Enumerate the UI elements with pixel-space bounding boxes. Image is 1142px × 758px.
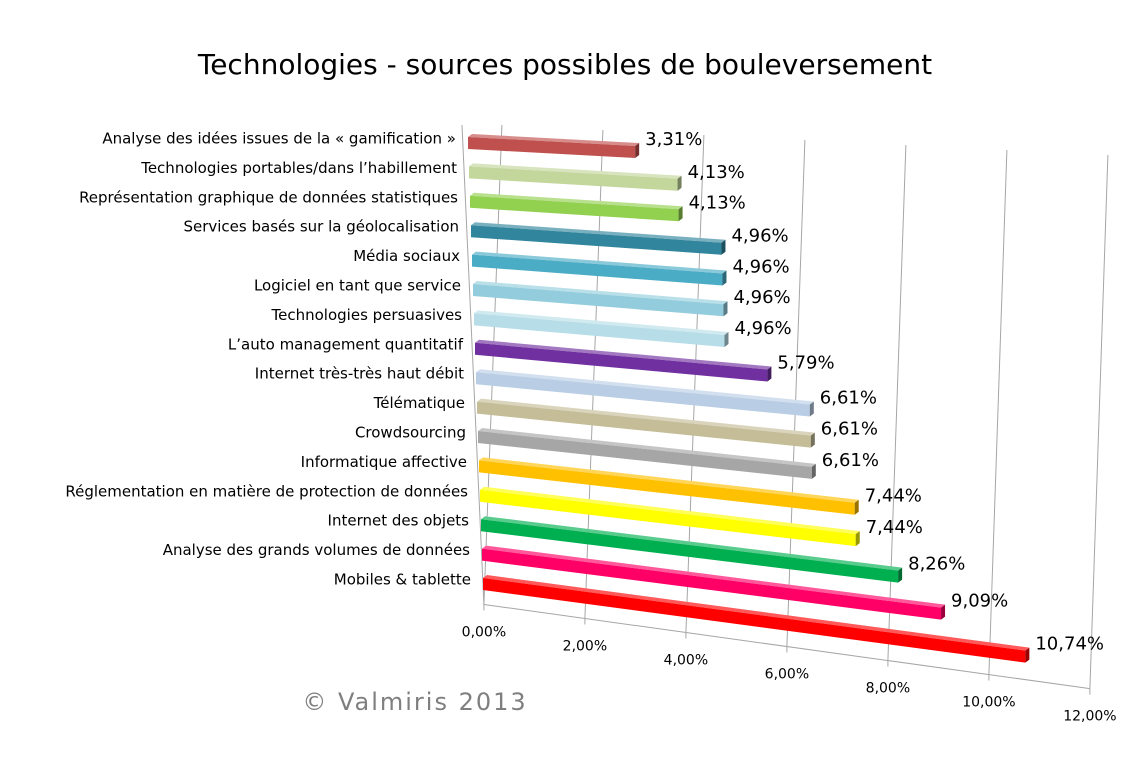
x-tick-label: 12,00% [1063, 709, 1116, 725]
bar [474, 313, 725, 347]
value-label: 4,96% [733, 287, 790, 308]
bar-top [468, 134, 640, 147]
bar-top [475, 339, 772, 370]
bar-top [480, 486, 860, 535]
value-label: 4,96% [734, 318, 791, 339]
bar-end [855, 531, 860, 547]
x-tick-label: 2,00% [563, 638, 607, 654]
category-label: Internet des objets [328, 512, 470, 530]
x-tick-label: 10,00% [962, 695, 1015, 711]
bar-top [469, 163, 682, 179]
bar [478, 431, 812, 479]
bar-top [481, 516, 903, 571]
bar-top [478, 428, 816, 467]
bar-end [941, 604, 946, 620]
chart-title: Technologies - sources possibles de boul… [197, 48, 932, 81]
bar-top [477, 398, 815, 436]
bar [468, 137, 636, 159]
bar-end [809, 401, 814, 417]
category-label: Représentation graphique de données stat… [79, 188, 458, 206]
bar-top [472, 251, 727, 274]
bar [472, 254, 723, 286]
value-label: 4,96% [732, 256, 789, 277]
bar-top [482, 545, 946, 608]
grid-line [887, 144, 907, 661]
category-label: Analyse des idées issues de la « gamific… [102, 130, 456, 148]
bar-end [635, 143, 640, 159]
bar-top [483, 575, 1030, 651]
x-tick-label: 0,00% [462, 624, 506, 640]
category-label: Mobiles & tablette [334, 571, 471, 589]
bar [477, 401, 811, 448]
bar-end [677, 175, 682, 191]
category-label: Informatique affective [301, 453, 467, 471]
value-label: 4,13% [689, 192, 746, 213]
category-label: Média sociaux [353, 247, 460, 265]
value-label: 6,61% [822, 450, 879, 471]
value-label: 6,61% [821, 419, 878, 440]
bar-end [854, 499, 859, 515]
bar [469, 166, 678, 191]
category-label: Technologies persuasives [271, 306, 463, 324]
category-label: Télématique [373, 394, 465, 412]
value-label: 7,44% [865, 486, 922, 507]
y-axis [461, 124, 485, 605]
bar-top [470, 192, 683, 210]
x-tick-label: 4,00% [664, 652, 708, 668]
value-label: 4,96% [731, 226, 788, 247]
x-tick-label: 6,00% [765, 667, 809, 683]
category-label: Analyse des grands volumes de données [163, 541, 470, 559]
bar-top [473, 281, 728, 305]
value-label: 8,26% [908, 554, 965, 575]
bar-end [811, 463, 816, 479]
bar-end [1025, 647, 1030, 663]
value-label: 10,74% [1035, 634, 1104, 655]
bar-end [767, 366, 772, 382]
bar-end [723, 301, 728, 317]
bar [473, 284, 724, 317]
category-label: Logiciel en tant que service [254, 277, 461, 295]
x-axis [483, 603, 1090, 690]
bar [476, 372, 810, 417]
bar-top [471, 222, 726, 243]
bar-end [810, 432, 815, 448]
value-label: 3,31% [645, 129, 702, 150]
watermark: © Valmiris 2013 [302, 688, 527, 716]
bar-end [898, 567, 903, 583]
bar [470, 195, 679, 222]
bar [471, 225, 722, 255]
value-label: 9,09% [951, 591, 1008, 612]
category-label: Services basés sur la géolocalisation [183, 218, 459, 236]
category-label: Réglementation en matière de protection … [65, 482, 468, 500]
bar [482, 548, 942, 620]
bar-top [479, 457, 859, 503]
category-label: Internet très-très haut débit [255, 365, 464, 383]
bar [475, 342, 768, 382]
bar-top [476, 369, 814, 405]
value-label: 7,44% [866, 517, 923, 538]
bar-end [678, 206, 683, 222]
value-label: 6,61% [820, 387, 877, 408]
bar [483, 578, 1026, 663]
bar [481, 519, 899, 583]
category-label: Technologies portables/dans l’habillemen… [140, 159, 457, 177]
bar-top [474, 310, 729, 335]
value-label: 4,13% [688, 162, 745, 183]
bar-end [722, 270, 727, 286]
category-label: Crowdsourcing [355, 424, 466, 442]
category-label: L’auto management quantitatif [228, 335, 464, 353]
bar-end [721, 239, 726, 255]
bar [479, 460, 855, 515]
value-label: 5,79% [777, 353, 834, 374]
grid-line [988, 149, 1008, 675]
bar-end [724, 331, 729, 347]
x-tick-label: 8,00% [866, 681, 910, 697]
grid-line [1089, 154, 1109, 689]
bar [480, 489, 856, 547]
